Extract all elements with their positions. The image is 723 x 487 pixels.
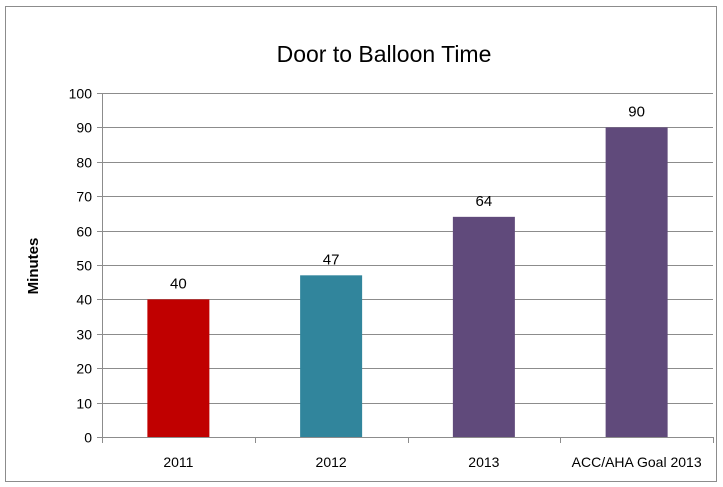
chart-title: Door to Balloon Time [277,41,492,67]
y-tick-label: 30 [76,327,92,343]
y-tick-label: 100 [69,86,93,102]
y-tick-label: 40 [76,292,92,308]
bar [605,127,668,438]
data-label: 90 [628,103,645,120]
y-axis-title: Minutes [25,238,42,295]
y-tick-label: 50 [76,258,92,274]
y-tick-label: 60 [76,224,92,240]
y-tick-label: 0 [84,430,92,446]
axes [97,93,714,443]
bar [452,216,515,437]
data-label: 47 [323,251,340,268]
x-tick-label: 2011 [163,454,193,470]
y-tick-label: 80 [76,155,92,171]
bar [300,275,363,437]
data-label: 64 [476,193,493,210]
bars [147,127,668,438]
bar [147,299,210,437]
x-tick-label: ACC/AHA Goal 2013 [572,454,702,470]
y-tick-label: 90 [76,120,92,136]
x-tick-label: 2012 [316,454,347,470]
y-tick-label: 10 [76,396,92,412]
y-tick-label: 20 [76,361,92,377]
x-tick-label: 2013 [468,454,499,470]
labels: 0 10 20 30 40 50 60 70 80 90 100 40 2011 47 2012 64 2013… [69,86,702,471]
y-tick-label: 70 [76,189,92,205]
data-label: 40 [170,275,187,292]
